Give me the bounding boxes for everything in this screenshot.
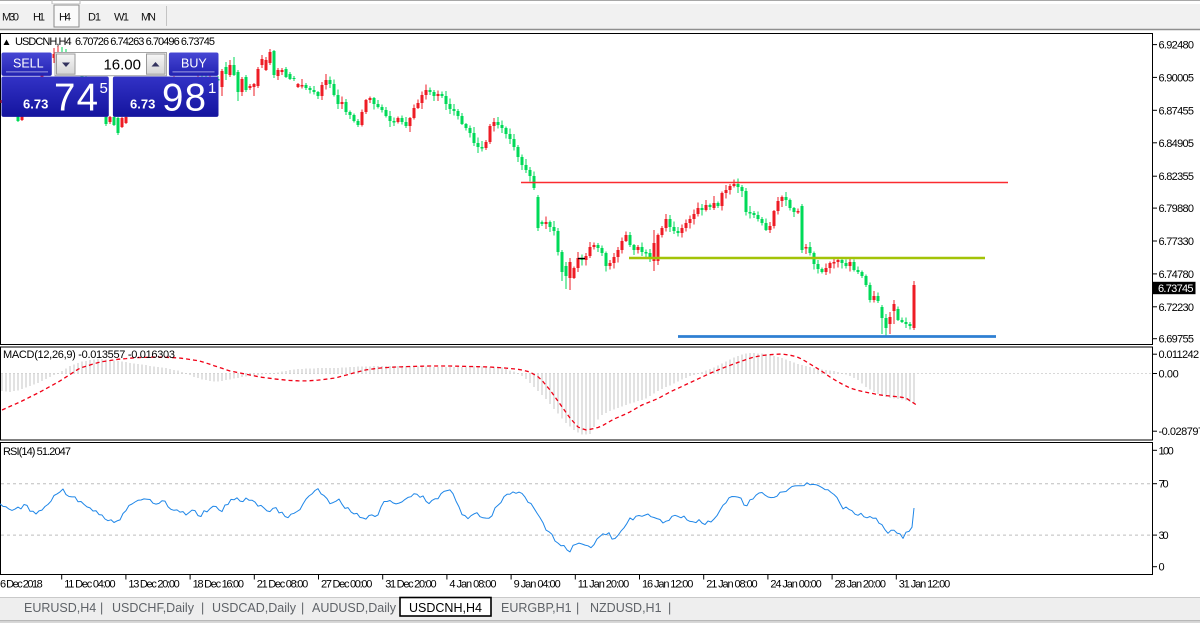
svg-text:MACD(12,26,9) -0.013557 -0.016: MACD(12,26,9) -0.013557 -0.016303	[3, 349, 175, 361]
svg-text:31 Dec 20:00: 31 Dec 20:00	[385, 579, 436, 591]
svg-text:|: |	[301, 601, 304, 615]
svg-text:6.69755: 6.69755	[1159, 334, 1195, 346]
svg-text:EURUSD,H4: EURUSD,H4	[24, 601, 96, 615]
svg-text:M30: M30	[2, 12, 19, 24]
svg-text:|: |	[576, 601, 579, 615]
svg-text:6.84905: 6.84905	[1159, 138, 1195, 150]
svg-text:6.82355: 6.82355	[1159, 171, 1195, 183]
svg-text:H1: H1	[33, 12, 45, 24]
svg-text:EURGBP,H1: EURGBP,H1	[501, 601, 572, 615]
svg-text:RSI(14) 51.2047: RSI(14) 51.2047	[3, 446, 71, 458]
svg-text:6.74780: 6.74780	[1159, 269, 1195, 281]
svg-text:W1: W1	[114, 12, 129, 24]
svg-text:24 Jan 00:00: 24 Jan 00:00	[770, 579, 821, 591]
svg-text:6 Dec 2018: 6 Dec 2018	[0, 579, 43, 591]
svg-text:6.92480: 6.92480	[1159, 40, 1195, 52]
svg-text:4 Jan 08:00: 4 Jan 08:00	[449, 579, 496, 591]
svg-text:0.00: 0.00	[1159, 369, 1179, 381]
svg-text:31 Jan 12:00: 31 Jan 12:00	[899, 579, 950, 591]
svg-text:11 Dec 04:00: 11 Dec 04:00	[64, 579, 115, 591]
svg-text:98: 98	[162, 77, 206, 120]
svg-text:USDCNH,H4 6.70726 6.74263 6.7: USDCNH,H4 6.70726 6.74263 6.70496 6.7374…	[15, 36, 215, 48]
svg-text:16.00: 16.00	[103, 57, 141, 74]
svg-text:27 Dec 00:00: 27 Dec 00:00	[321, 579, 372, 591]
svg-text:9 Jan 04:00: 9 Jan 04:00	[514, 579, 561, 591]
svg-text:H4: H4	[59, 12, 71, 24]
svg-text:6.73745: 6.73745	[1158, 283, 1194, 295]
svg-text:18 Dec 16:00: 18 Dec 16:00	[193, 579, 244, 591]
svg-text:5: 5	[100, 80, 108, 97]
svg-text:1: 1	[208, 80, 216, 97]
svg-text:|: |	[100, 601, 103, 615]
svg-text:6.90005: 6.90005	[1159, 72, 1195, 84]
svg-text:AUDUSD,Daily: AUDUSD,Daily	[312, 601, 397, 615]
svg-text:MN: MN	[141, 12, 156, 24]
svg-text:0.011242: 0.011242	[1159, 349, 1200, 361]
svg-text:100: 100	[1159, 445, 1174, 457]
svg-text:USDCHF,Daily: USDCHF,Daily	[112, 601, 195, 615]
svg-text:|: |	[668, 601, 671, 615]
svg-text:|: |	[201, 601, 204, 615]
svg-text:6.87455: 6.87455	[1159, 105, 1195, 117]
svg-text:30: 30	[1159, 530, 1169, 542]
svg-text:6.73: 6.73	[130, 97, 155, 112]
svg-text:28 Jan 20:00: 28 Jan 20:00	[835, 579, 886, 591]
svg-text:NZDUSD,H1: NZDUSD,H1	[590, 601, 662, 615]
svg-text:-0.028797: -0.028797	[1159, 426, 1200, 438]
svg-text:D1: D1	[88, 12, 101, 24]
svg-text:SELL: SELL	[13, 57, 44, 71]
svg-text:74: 74	[54, 77, 98, 120]
svg-text:13 Dec 20:00: 13 Dec 20:00	[128, 579, 179, 591]
svg-text:11 Jan 20:00: 11 Jan 20:00	[578, 579, 629, 591]
svg-text:6.72230: 6.72230	[1159, 302, 1195, 314]
svg-text:6.77330: 6.77330	[1159, 236, 1195, 248]
svg-text:USDCNH,H4: USDCNH,H4	[409, 601, 482, 615]
svg-text:70: 70	[1159, 479, 1169, 491]
svg-text:BUY: BUY	[181, 57, 207, 71]
svg-text:21 Jan 08:00: 21 Jan 08:00	[706, 579, 757, 591]
svg-text:USDCAD,Daily: USDCAD,Daily	[212, 601, 297, 615]
svg-text:6.73: 6.73	[23, 97, 48, 112]
svg-text:21 Dec 08:00: 21 Dec 08:00	[257, 579, 308, 591]
svg-text:0: 0	[1159, 562, 1165, 574]
svg-text:6.79880: 6.79880	[1159, 203, 1195, 215]
svg-text:16 Jan 12:00: 16 Jan 12:00	[642, 579, 693, 591]
